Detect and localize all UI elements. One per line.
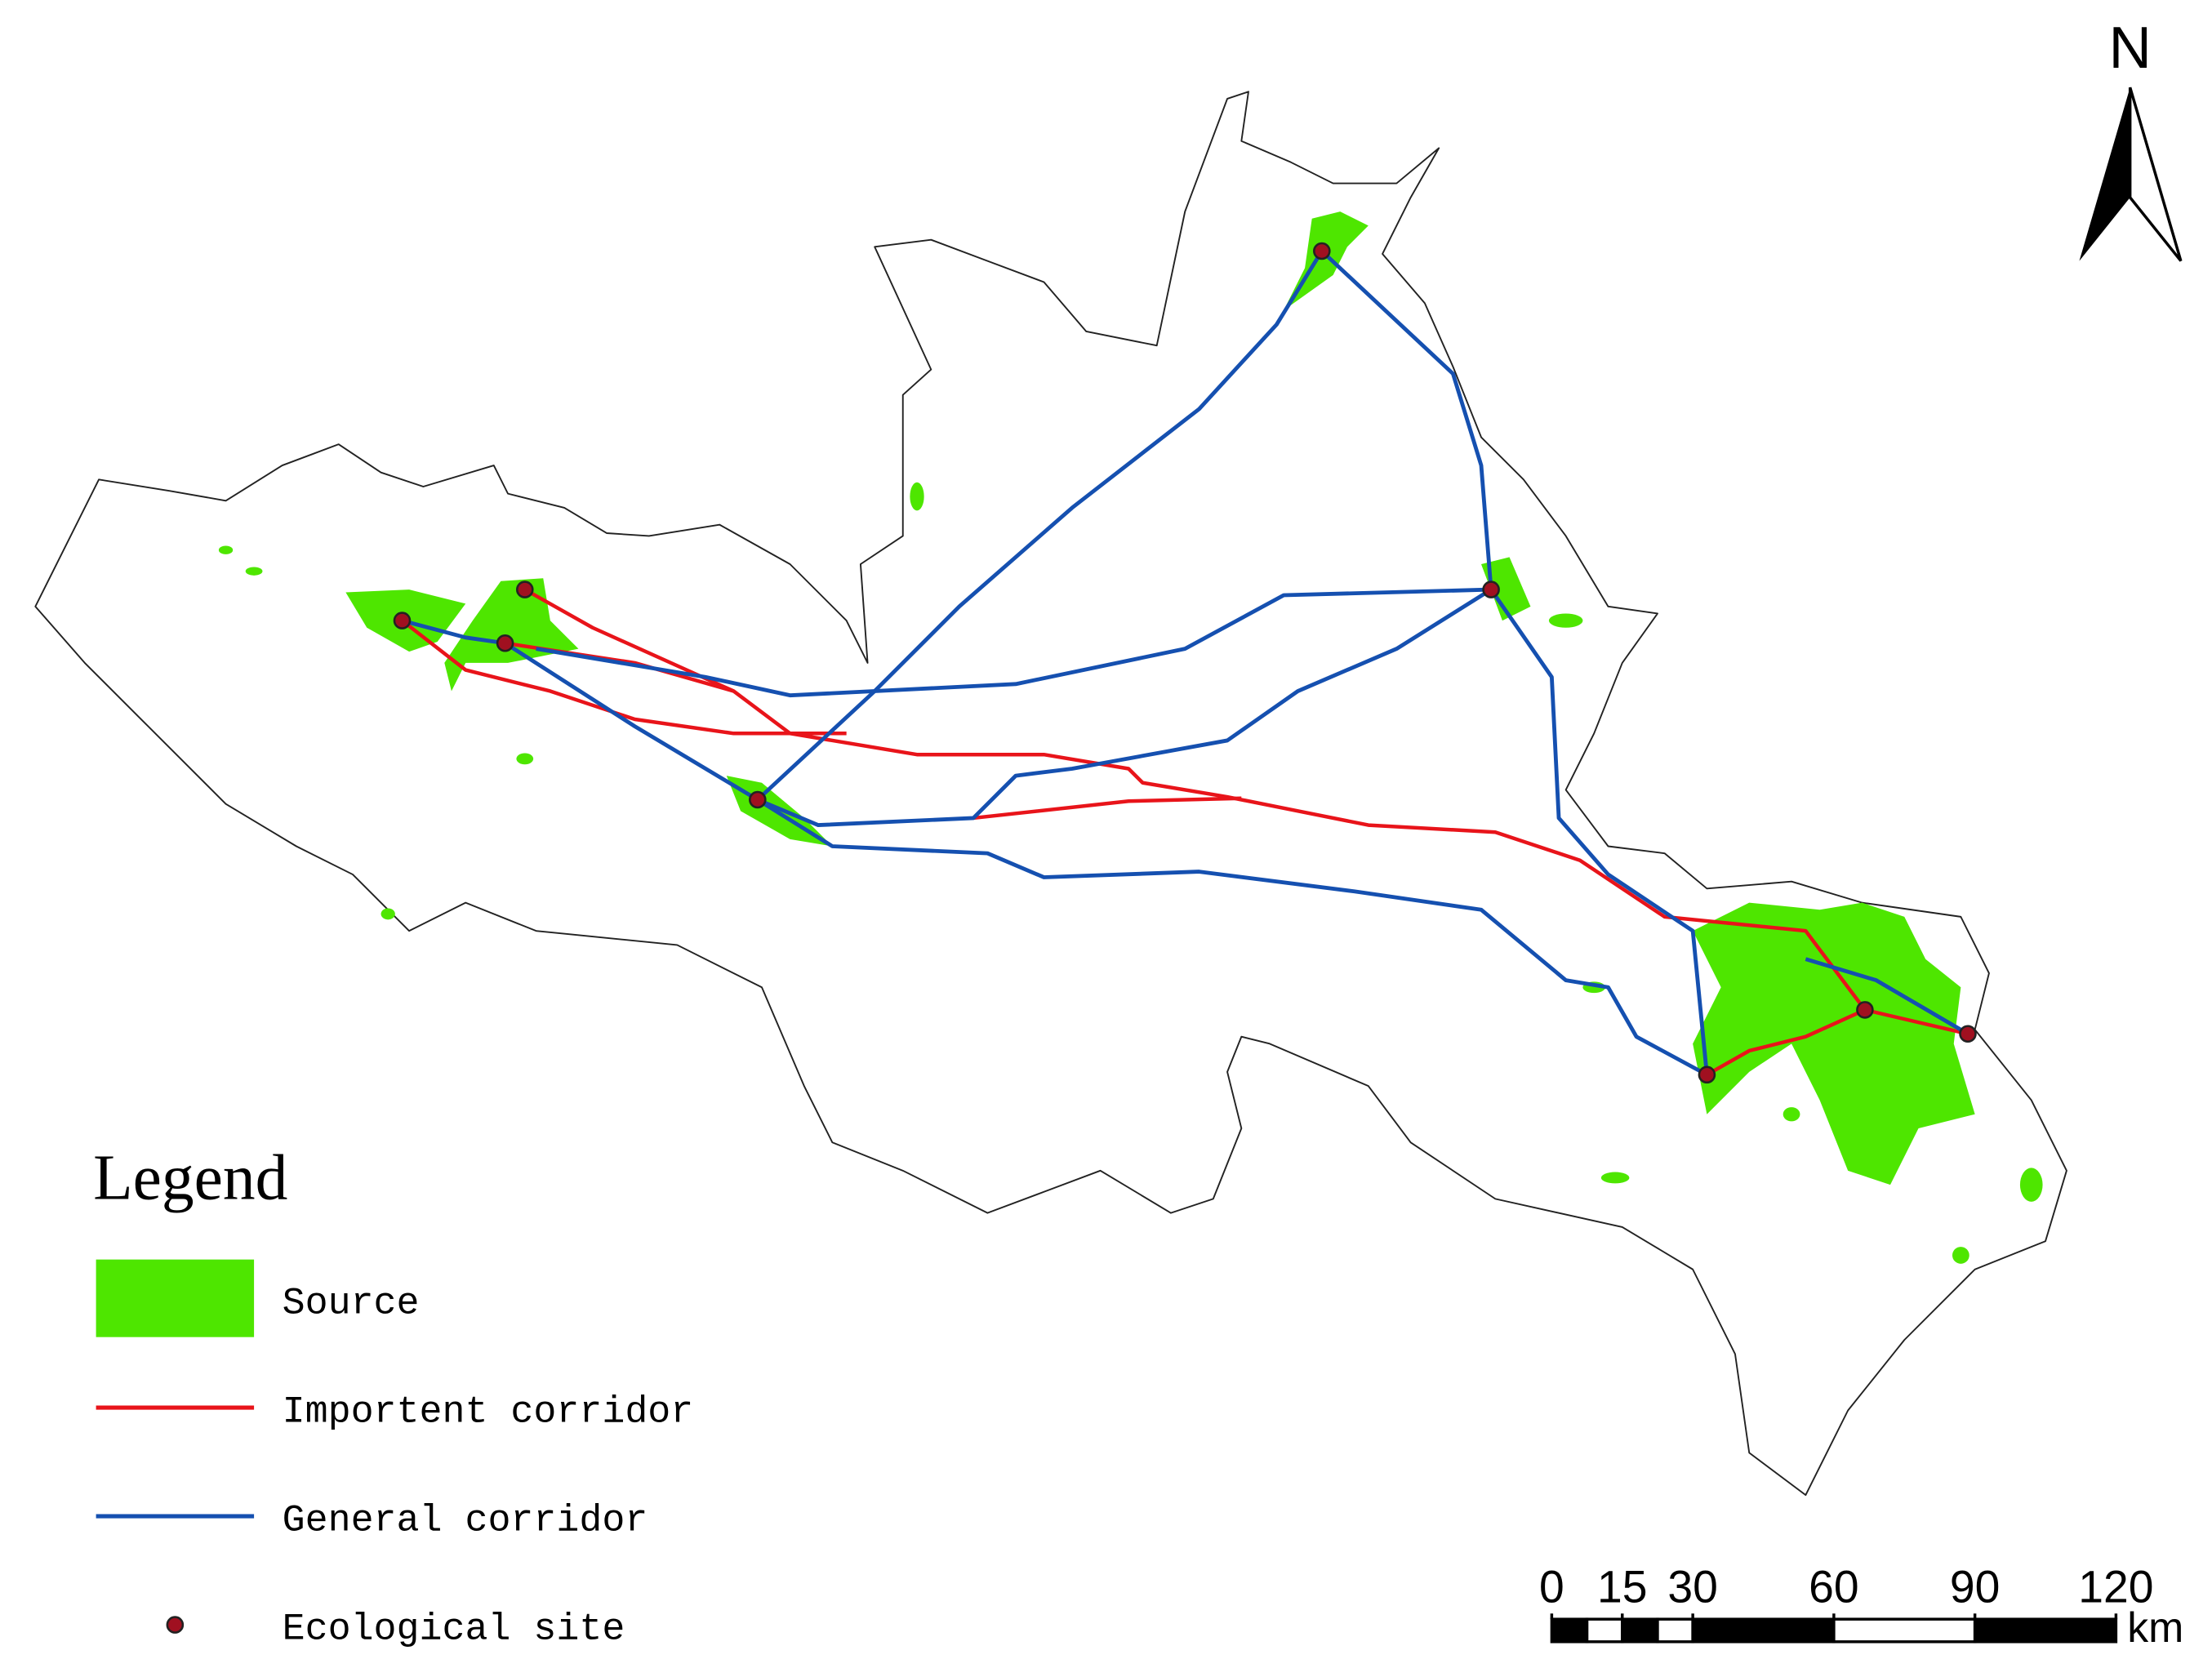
important-corridor xyxy=(972,796,1242,821)
source-patch xyxy=(910,482,924,511)
general-corridor xyxy=(756,588,1493,828)
ecological-site xyxy=(1856,1001,1874,1019)
legend-site-swatch xyxy=(166,1616,185,1634)
ecological-site xyxy=(1959,1025,1977,1043)
north-arrow-left xyxy=(2079,87,2130,261)
general-corridor xyxy=(1489,588,1709,1075)
scale-segment xyxy=(1550,1617,1589,1644)
scale-tick-label: 120 xyxy=(2078,1561,2153,1612)
scale-unit: km xyxy=(2127,1604,2183,1651)
source-patch xyxy=(218,545,234,554)
scale-tick-label: 60 xyxy=(1809,1561,1858,1612)
source-patch xyxy=(1783,1107,1800,1122)
legend-item: Importent corridor xyxy=(283,1390,694,1434)
source-patch xyxy=(1284,211,1369,311)
legend-source-swatch xyxy=(96,1259,255,1337)
scale-segment xyxy=(1832,1617,1977,1644)
general-corridor xyxy=(756,798,1708,1077)
ecological-site xyxy=(1313,242,1331,260)
ecological-site xyxy=(393,612,412,629)
general-corridor xyxy=(1805,957,1969,1036)
ecological-site xyxy=(1482,580,1500,598)
important-corridor xyxy=(1706,1008,1866,1077)
legend-title: Legend xyxy=(93,1141,287,1213)
source-patch xyxy=(245,567,263,576)
ecological-site xyxy=(496,634,514,652)
source-patch xyxy=(1600,1172,1630,1184)
legend-item: Source xyxy=(283,1282,420,1325)
ecological-site xyxy=(749,790,767,809)
source-patch xyxy=(444,578,579,692)
legend-item: General corridor xyxy=(283,1499,648,1542)
source-patch xyxy=(1952,1247,1969,1264)
scale-tick-label: 30 xyxy=(1667,1561,1717,1612)
scale-tick-label: 90 xyxy=(1950,1561,2000,1612)
ecological-sites xyxy=(393,242,1977,1084)
important-corridor xyxy=(401,619,847,736)
scale-segment xyxy=(1585,1617,1624,1644)
general-corridor xyxy=(536,587,1492,698)
general-corridors xyxy=(401,249,1969,1077)
legend-item: Ecological site xyxy=(283,1608,625,1651)
general-corridor xyxy=(504,641,759,802)
source-patch xyxy=(2019,1168,2043,1202)
source-patch xyxy=(381,908,395,920)
scale-tick-label: 15 xyxy=(1597,1561,1647,1612)
scale-tick-label: 0 xyxy=(1539,1561,1564,1612)
scale-segment xyxy=(1621,1617,1659,1644)
north-label: N xyxy=(2108,15,2151,81)
source-patch xyxy=(516,753,534,765)
source-patch xyxy=(1481,557,1531,621)
scale-segment xyxy=(1656,1617,1694,1644)
scale-segment xyxy=(1691,1617,1836,1644)
source-patch xyxy=(1548,613,1583,628)
general-corridor xyxy=(401,618,505,646)
important-corridors xyxy=(401,588,1969,1077)
boundary xyxy=(34,91,2067,1497)
general-corridor xyxy=(1320,249,1493,590)
ecological-site xyxy=(515,580,534,598)
north-arrow-right xyxy=(2128,87,2183,262)
ecological-site xyxy=(1698,1065,1716,1084)
scale-segment xyxy=(1973,1617,2118,1644)
source-patch xyxy=(1693,902,1975,1185)
